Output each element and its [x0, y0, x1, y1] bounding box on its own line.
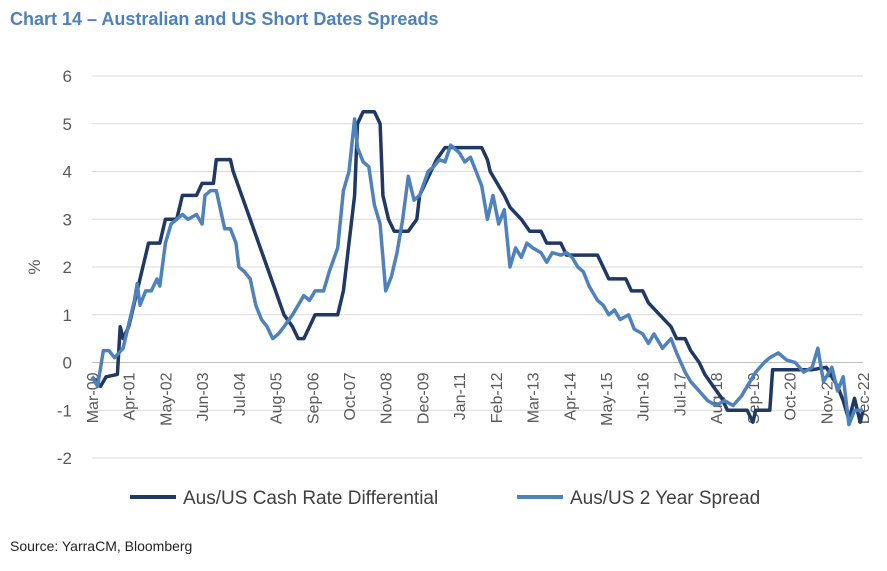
y-axis-label: %	[25, 259, 44, 274]
legend-label: Aus/US 2 Year Spread	[570, 488, 760, 509]
gridlines	[92, 75, 863, 459]
x-tick-label: Apr-14	[562, 372, 579, 420]
x-tick-label: Jun-03	[195, 372, 212, 421]
series-line-cash-rate-differential	[90, 110, 865, 424]
y-tick-label: -2	[57, 449, 72, 468]
legend-label: Aus/US Cash Rate Differential	[183, 488, 438, 509]
series-line-2-year-spread	[90, 117, 863, 427]
y-tick-label: -1	[57, 401, 72, 420]
x-tick-label: Aug-05	[269, 372, 286, 424]
y-tick-label: 1	[63, 306, 72, 325]
y-tick-label: 5	[63, 115, 72, 134]
y-tick-label: 4	[63, 163, 72, 182]
y-tick-label: 6	[63, 67, 72, 86]
x-tick-label: May-02	[158, 372, 175, 425]
x-tick-label: Jul-04	[232, 372, 249, 416]
x-tick-label: Sep-06	[305, 372, 322, 424]
x-tick-label: Nov-21	[819, 372, 836, 424]
x-tick-label: May-15	[599, 372, 616, 425]
legend: Aus/US Cash Rate Differential Aus/US 2 Ye…	[130, 488, 760, 509]
x-tick-label: Feb-12	[489, 372, 506, 423]
x-tick-label: Jan-11	[452, 372, 469, 420]
x-tick-label: Dec-09	[415, 372, 432, 424]
series-lines	[90, 110, 865, 427]
y-tick-labels: 6 5 4 3 2 1 0 -1 -2	[57, 67, 72, 468]
y-tick-label: 3	[63, 210, 72, 229]
x-tick-label: Mar-13	[526, 372, 543, 423]
x-tick-label: Oct-20	[783, 372, 800, 420]
x-tick-label: Apr-01	[122, 372, 139, 420]
x-tick-label: Nov-08	[379, 372, 396, 424]
x-tick-label: Jul-17	[672, 372, 689, 416]
chart-title: Chart 14 – Australian and US Short Dates…	[10, 9, 439, 29]
x-tick-label: Jun-16	[636, 372, 653, 421]
x-tick-label: Oct-07	[342, 372, 359, 420]
y-tick-label: 2	[63, 258, 72, 277]
y-tick-label: 0	[63, 354, 72, 373]
source-note: Source: YarraCM, Bloomberg	[10, 538, 193, 554]
